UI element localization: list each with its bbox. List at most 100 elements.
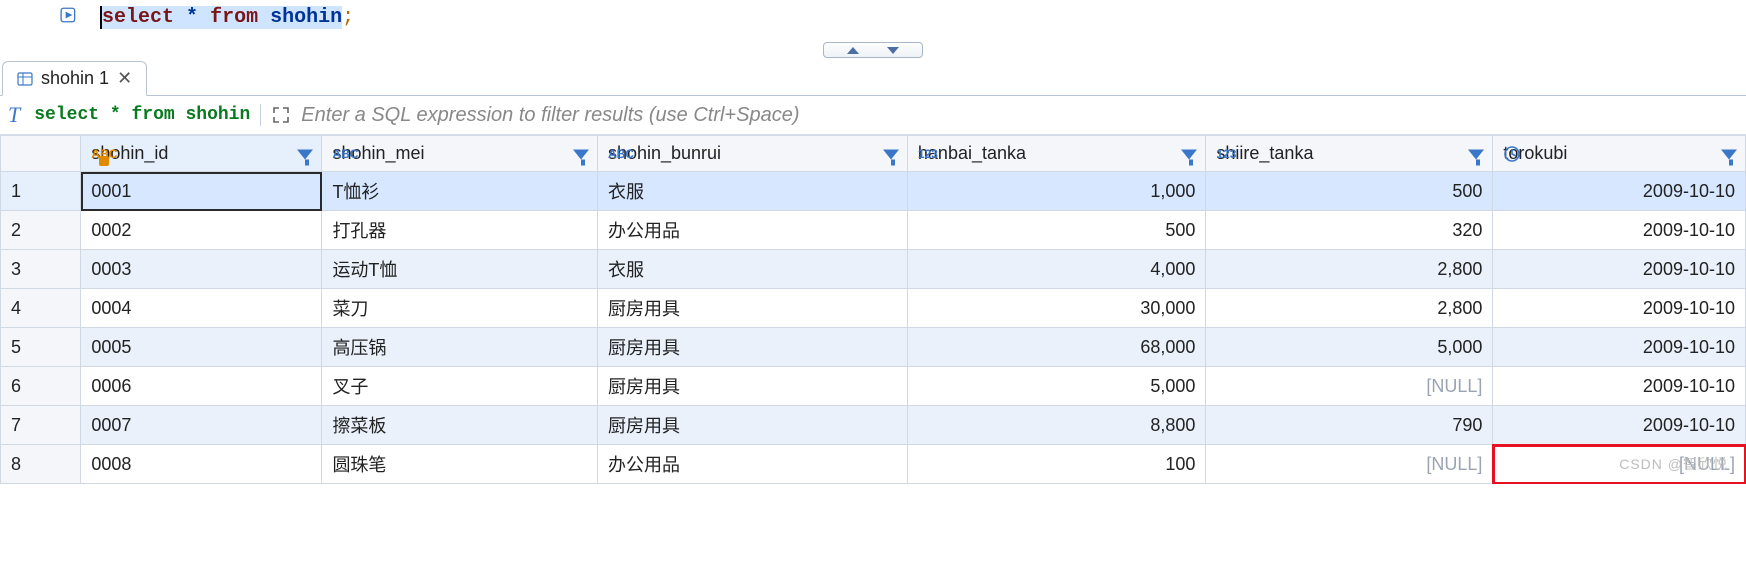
cell-torokubi[interactable]: 2009-10-10 [1493, 250, 1746, 289]
filter-sql-label: select * from shohin [34, 105, 250, 125]
close-icon[interactable]: ✕ [117, 68, 132, 89]
row-number[interactable]: 7 [1, 406, 81, 445]
tab-label: shohin 1 [41, 68, 109, 89]
sql-keyword-select: select [102, 6, 174, 29]
cell-shohin_mei[interactable]: 叉子 [322, 367, 598, 406]
cell-shohin_bunrui[interactable]: 衣服 [597, 172, 907, 211]
tab-shohin-1[interactable]: shohin 1 ✕ [2, 61, 147, 96]
column-header-shiire_tanka[interactable]: 123shiire_tanka [1206, 136, 1493, 172]
column-header-shohin_mei[interactable]: ABCshohin_mei [322, 136, 598, 172]
cell-shohin_bunrui[interactable]: 厨房用具 [597, 328, 907, 367]
column-filter-button[interactable] [573, 143, 589, 164]
column-header-shohin_bunrui[interactable]: ABCshohin_bunrui [597, 136, 907, 172]
cell-hanbai_tanka[interactable]: 30,000 [907, 289, 1205, 328]
cell-torokubi[interactable]: 2009-10-10 [1493, 328, 1746, 367]
result-tabbar: shohin 1 ✕ [0, 60, 1746, 96]
cell-torokubi[interactable]: 2009-10-10 [1493, 289, 1746, 328]
column-type-icon: 123 [918, 147, 938, 161]
cell-shohin_bunrui[interactable]: 厨房用具 [597, 289, 907, 328]
cell-shohin_mei[interactable]: T恤衫 [322, 172, 598, 211]
cell-shiire_tanka[interactable]: 2,800 [1206, 250, 1493, 289]
expand-icon[interactable] [271, 105, 291, 125]
row-number[interactable]: 2 [1, 211, 81, 250]
column-header-torokubi[interactable]: torokubi [1493, 136, 1746, 172]
cell-shiire_tanka[interactable]: 5,000 [1206, 328, 1493, 367]
cell-hanbai_tanka[interactable]: 8,800 [907, 406, 1205, 445]
filter-t-icon[interactable]: T [8, 102, 20, 128]
cell-torokubi[interactable]: 2009-10-10 [1493, 211, 1746, 250]
cell-shiire_tanka[interactable]: [NULL] [1206, 367, 1493, 406]
cell-hanbai_tanka[interactable]: 500 [907, 211, 1205, 250]
column-header-shohin_id[interactable]: ABCshohin_id [81, 136, 322, 172]
cell-shohin_id[interactable]: 0008 [81, 445, 322, 484]
cell-shohin_bunrui[interactable]: 办公用品 [597, 445, 907, 484]
cell-shohin_id[interactable]: 0006 [81, 367, 322, 406]
filter-row: T select * from shohin Enter a SQL expre… [0, 96, 1746, 135]
column-filter-button[interactable] [1181, 143, 1197, 164]
run-gutter-icon[interactable] [60, 6, 78, 24]
cell-shohin_bunrui[interactable]: 办公用品 [597, 211, 907, 250]
column-type-icon: ABC [332, 147, 358, 161]
cell-shohin_id[interactable]: 0002 [81, 211, 322, 250]
corner-cell[interactable] [1, 136, 81, 172]
results-grid: ABCshohin_idABCshohin_meiABCshohin_bunru… [0, 135, 1746, 484]
splitter[interactable] [0, 42, 1746, 58]
cell-shohin_id[interactable]: 0005 [81, 328, 322, 367]
cell-torokubi[interactable]: 2009-10-10 [1493, 406, 1746, 445]
sql-editor-row: select * from shohin; [0, 0, 1746, 36]
sql-keyword-from: from [210, 6, 258, 29]
cell-hanbai_tanka[interactable]: 4,000 [907, 250, 1205, 289]
cell-shiire_tanka[interactable]: [NULL] [1206, 445, 1493, 484]
column-filter-button[interactable] [297, 143, 313, 164]
sql-semicolon: ; [342, 6, 354, 29]
cell-shohin_mei[interactable]: 圆珠笔 [322, 445, 598, 484]
column-type-icon: ABC [608, 147, 634, 161]
filter-input[interactable]: Enter a SQL expression to filter results… [301, 104, 799, 127]
cell-shiire_tanka[interactable]: 500 [1206, 172, 1493, 211]
cell-shohin_mei[interactable]: 菜刀 [322, 289, 598, 328]
funnel-icon [297, 149, 313, 159]
row-number[interactable]: 6 [1, 367, 81, 406]
column-filter-button[interactable] [1721, 143, 1737, 164]
cell-shiire_tanka[interactable]: 320 [1206, 211, 1493, 250]
cell-shohin_id[interactable]: 0001 [81, 172, 322, 211]
column-filter-button[interactable] [1468, 143, 1484, 164]
row-number[interactable]: 1 [1, 172, 81, 211]
row-number[interactable]: 8 [1, 445, 81, 484]
funnel-icon [1181, 149, 1197, 159]
cell-hanbai_tanka[interactable]: 100 [907, 445, 1205, 484]
splitter-handle[interactable] [823, 42, 923, 58]
cell-shohin_mei[interactable]: 擦菜板 [322, 406, 598, 445]
cell-hanbai_tanka[interactable]: 68,000 [907, 328, 1205, 367]
key-icon [99, 156, 109, 166]
cell-shohin_bunrui[interactable]: 厨房用具 [597, 406, 907, 445]
cell-torokubi[interactable]: 2009-10-10 [1493, 172, 1746, 211]
funnel-icon [883, 149, 899, 159]
sql-editor[interactable]: select * from shohin; [0, 0, 1746, 36]
cell-shohin_mei[interactable]: 运动T恤 [322, 250, 598, 289]
cell-hanbai_tanka[interactable]: 1,000 [907, 172, 1205, 211]
splitter-up-icon [847, 47, 859, 54]
cell-shohin_id[interactable]: 0003 [81, 250, 322, 289]
sql-star: * [186, 6, 198, 29]
column-filter-button[interactable] [883, 143, 899, 164]
cell-torokubi[interactable]: 2009-10-10 [1493, 367, 1746, 406]
cell-shohin_id[interactable]: 0004 [81, 289, 322, 328]
sql-identifier: shohin [270, 6, 342, 29]
funnel-icon [1721, 149, 1737, 159]
cell-shohin_bunrui[interactable]: 衣服 [597, 250, 907, 289]
cell-shiire_tanka[interactable]: 790 [1206, 406, 1493, 445]
column-type-icon: 123 [1216, 147, 1236, 161]
column-header-hanbai_tanka[interactable]: 123hanbai_tanka [907, 136, 1205, 172]
row-number[interactable]: 5 [1, 328, 81, 367]
cell-shohin_id[interactable]: 0007 [81, 406, 322, 445]
cell-shohin_mei[interactable]: 打孔器 [322, 211, 598, 250]
row-number[interactable]: 4 [1, 289, 81, 328]
cell-shohin_bunrui[interactable]: 厨房用具 [597, 367, 907, 406]
row-number[interactable]: 3 [1, 250, 81, 289]
splitter-down-icon [887, 47, 899, 54]
cell-hanbai_tanka[interactable]: 5,000 [907, 367, 1205, 406]
cell-shohin_mei[interactable]: 高压锅 [322, 328, 598, 367]
table-icon [17, 71, 33, 87]
cell-shiire_tanka[interactable]: 2,800 [1206, 289, 1493, 328]
